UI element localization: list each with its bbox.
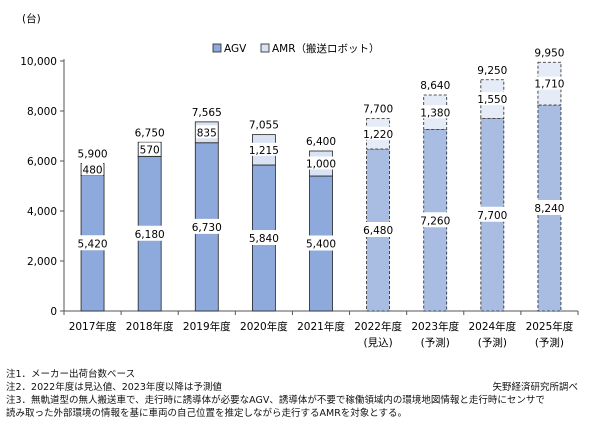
label-background: [357, 222, 400, 237]
y-tick-label: 10,000: [20, 56, 57, 68]
y-tick-label: 8,000: [27, 106, 57, 118]
data-label-amr: 835: [197, 127, 217, 139]
note-3-line-2: 読み取った外部環境の情報を基に車両の自己位置を推定しながら走行するAMRを対象と…: [6, 408, 408, 419]
label-background: [363, 126, 394, 140]
note-3-line-1: 注3．無軌道型の無人搬送車で、走行時に誘導体が必要なAGV、誘導体が不要で稼働領…: [6, 395, 545, 406]
data-label-amr: 1,550: [477, 94, 507, 106]
data-label-agv: 7,700: [477, 210, 507, 222]
label-background: [471, 206, 514, 222]
data-label-agv: 5,420: [78, 238, 108, 250]
legend-swatch-amr: [260, 43, 270, 53]
x-tick-label: 2021年度: [297, 320, 345, 333]
legend-label-amr: AMR（搬送ロボット）: [272, 42, 380, 55]
x-tick-sublabel: (予測): [421, 336, 450, 349]
x-tick-label: 2024年度: [468, 320, 516, 333]
legend: AGV AMR（搬送ロボット）: [212, 42, 380, 55]
data-label-amr: 480: [83, 165, 103, 177]
y-tick-label: 0: [50, 306, 57, 318]
data-label-agv: 8,240: [534, 203, 564, 215]
data-label-amr: 1,380: [420, 107, 450, 119]
source-credit: 矢野経済研究所調べ: [492, 382, 578, 393]
label-background: [242, 230, 285, 245]
note-row-2: 注2．2022年度は見込値、2023年度以降は予測値 矢野経済研究所調べ: [6, 381, 588, 394]
label-background: [477, 92, 508, 106]
label-background: [71, 235, 114, 251]
label-background: [196, 125, 218, 139]
data-label-total: 9,950: [534, 47, 564, 59]
x-tick-label: 2020年度: [240, 320, 288, 333]
data-label-amr: 1,710: [534, 79, 564, 91]
label-background: [139, 142, 161, 156]
x-tick-label: 2025年度: [526, 320, 574, 333]
note-2: 注2．2022年度は見込値、2023年度以降は予測値: [6, 382, 222, 393]
data-label-agv: 5,400: [306, 239, 336, 251]
legend-swatch-agv: [212, 43, 222, 53]
y-tick-label: 6,000: [27, 156, 57, 168]
data-label-total: 9,250: [477, 65, 507, 77]
data-label-total: 7,055: [249, 120, 279, 132]
label-background: [306, 156, 336, 170]
label-background: [300, 235, 342, 251]
y-axis-unit-label: (台): [22, 12, 41, 25]
label-background: [420, 105, 451, 119]
data-label-agv: 7,260: [420, 215, 450, 227]
axes: 0 2,000 4,000 6,000 8,000 10,000 2017年度 2018年度 2…: [20, 56, 579, 349]
stacked-bar-chart: (台) 0 2,000 4,000 6,000 8,000 10,000 2017年度 201…: [20, 12, 579, 349]
x-tick-label: 2022年度: [354, 320, 402, 333]
label-background: [248, 142, 279, 156]
note-1: 注1．メーカー出荷台数ベース: [6, 369, 136, 380]
data-labels: 5,420 480 5,900 6,180 570 6,750 6,730 835 7,565 5…: [71, 47, 571, 251]
x-tick-sublabel: (予測): [478, 336, 507, 349]
x-tick-label: 2019年度: [183, 320, 231, 333]
x-tick-label: 2018年度: [126, 320, 174, 333]
label-background: [185, 218, 228, 234]
data-label-agv: 6,730: [192, 222, 222, 234]
data-label-total: 7,565: [192, 107, 222, 119]
data-label-amr: 1,215: [249, 145, 279, 157]
y-tick-label: 4,000: [27, 206, 57, 218]
legend-label-agv: AGV: [224, 43, 247, 55]
data-label-amr: 1,000: [306, 159, 336, 171]
label-background: [414, 212, 457, 228]
label-background: [128, 225, 171, 241]
data-label-amr: 570: [140, 144, 160, 156]
x-tick-sublabel: (見込): [364, 337, 393, 349]
label-background: [528, 200, 571, 215]
data-label-total: 6,400: [306, 136, 336, 148]
data-label-total: 7,700: [363, 104, 393, 116]
label-background: [534, 76, 565, 90]
data-label-total: 8,640: [420, 80, 450, 92]
label-background: [82, 162, 104, 176]
x-tick-sublabel: (予測): [535, 336, 564, 349]
data-label-agv: 5,840: [249, 233, 279, 245]
data-label-agv: 6,180: [135, 229, 165, 241]
data-label-total: 6,750: [135, 127, 165, 139]
y-tick-label: 2,000: [27, 256, 57, 268]
notes: 注1．メーカー出荷台数ベース 注2．2022年度は見込値、2023年度以降は予測…: [6, 368, 588, 420]
x-tick-label: 2017年度: [69, 320, 117, 333]
x-tick-label: 2023年度: [411, 320, 459, 333]
data-label-agv: 6,480: [363, 225, 393, 237]
data-label-total: 5,900: [78, 149, 108, 161]
data-label-amr: 1,220: [363, 129, 393, 141]
